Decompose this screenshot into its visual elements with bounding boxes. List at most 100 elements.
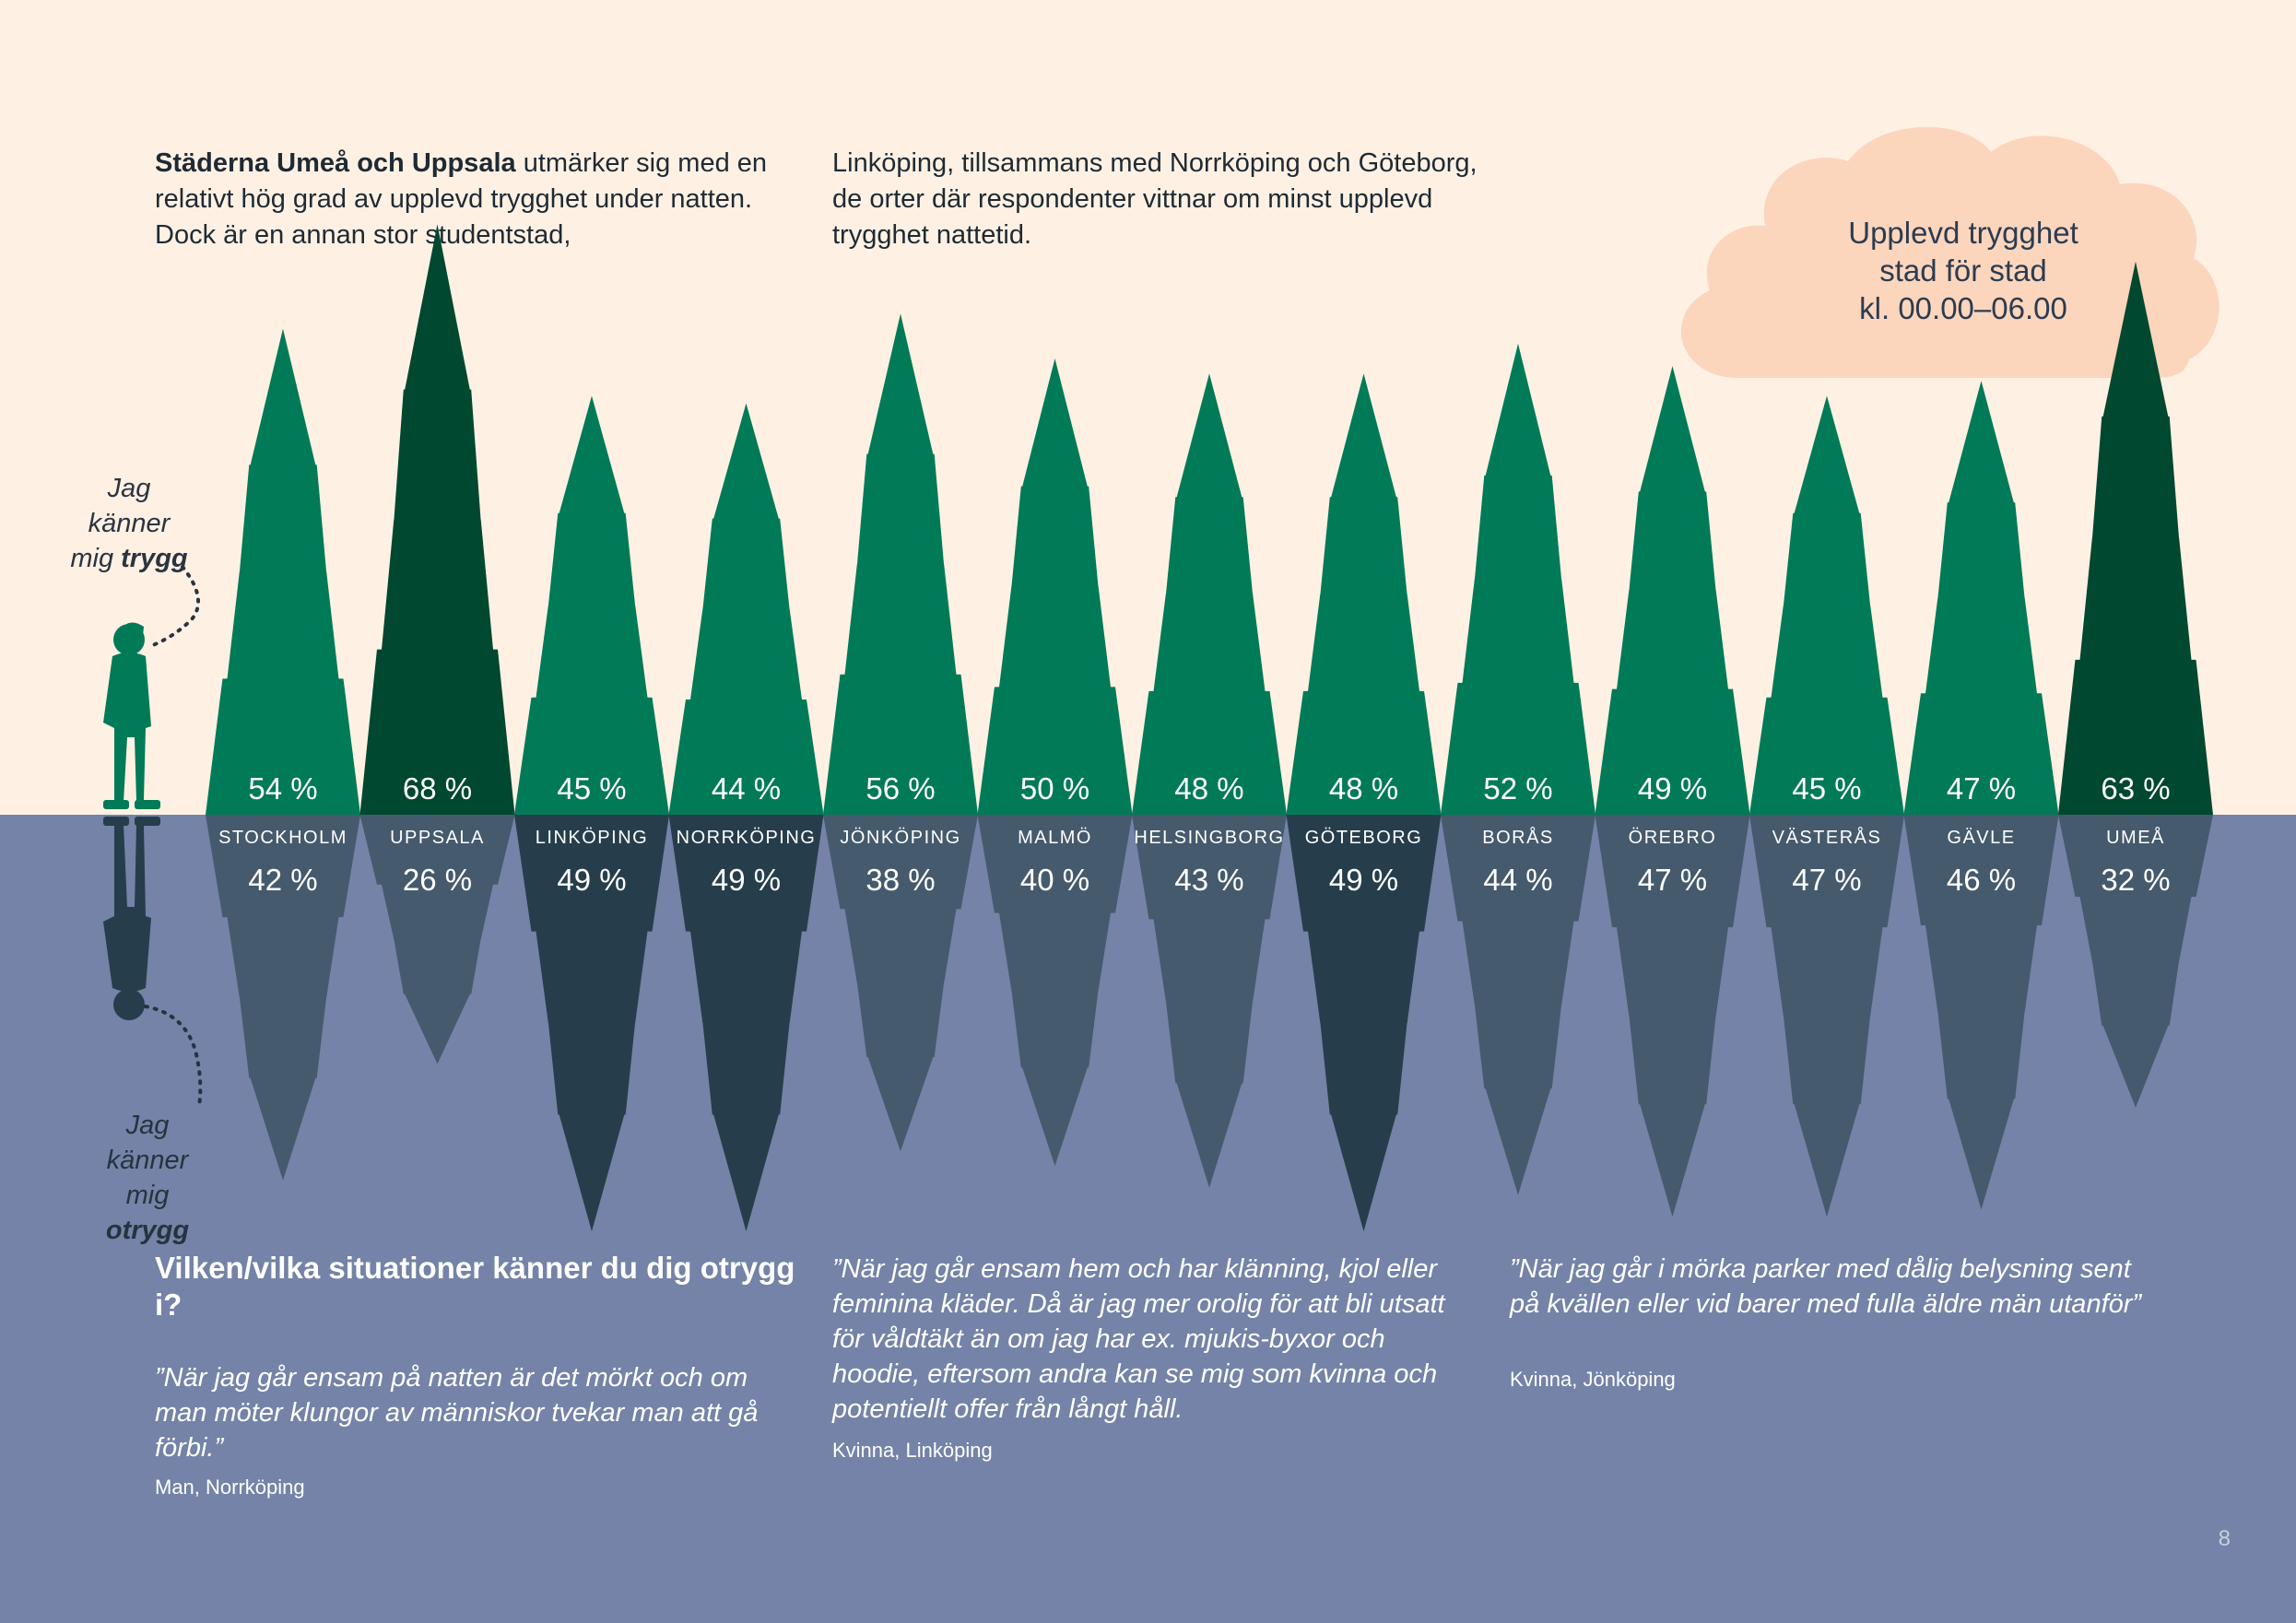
unsafe-value-vasteras: 47 % xyxy=(1792,863,1861,897)
tree-unsafe-norrkoping xyxy=(668,815,824,1232)
intro-left: Städerna Umeå och Uppsala utmärker sig m… xyxy=(155,146,800,253)
unsafe-value-gavle: 46 % xyxy=(1947,863,2016,897)
tree-unsafe-jonkoping xyxy=(823,815,978,1152)
page-number: 8 xyxy=(2218,1526,2231,1551)
quote-2-author: Kvinna, Linköping xyxy=(832,1439,993,1462)
city-label-helsingborg: HELSINGBORG xyxy=(1134,828,1284,848)
tree-unsafe-uppsala xyxy=(359,815,515,1064)
water-background xyxy=(0,815,2296,1623)
safe-value-malmo: 50 % xyxy=(1020,771,1089,806)
unsafe-value-norrkoping: 49 % xyxy=(712,863,781,897)
city-label-uppsala: UPPSALA xyxy=(390,828,485,848)
tree-safe-umea xyxy=(2058,261,2213,815)
quote-3-author: Kvinna, Jönköping xyxy=(1510,1368,1676,1391)
unsafe-value-umea: 32 % xyxy=(2101,863,2170,897)
safe-value-umea: 63 % xyxy=(2101,771,2170,806)
tree-unsafe-orebro xyxy=(1595,815,1750,1217)
label-unsafe-prefix: mig xyxy=(125,1181,170,1210)
label-safe: Jag känner mig trygg xyxy=(65,471,194,576)
safe-value-vasteras: 45 % xyxy=(1792,771,1861,806)
city-label-jonkoping: JÖNKÖPING xyxy=(840,828,960,848)
tree-unsafe-goteborg xyxy=(1286,815,1442,1232)
label-safe-line2: mig trygg xyxy=(65,541,194,576)
city-label-linkoping: LINKÖPING xyxy=(536,828,648,848)
city-label-goteborg: GÖTEBORG xyxy=(1305,828,1423,848)
safe-value-uppsala: 68 % xyxy=(403,771,472,806)
safe-value-helsingborg: 48 % xyxy=(1174,771,1243,806)
label-safe-line1: Jag känner xyxy=(88,474,171,538)
unsafe-value-malmo: 40 % xyxy=(1020,863,1089,897)
tree-safe-jonkoping xyxy=(823,313,978,815)
tree-safe-helsingborg xyxy=(1132,373,1287,815)
city-label-umea: UMEÅ xyxy=(2106,827,2165,848)
tree-safe-vasteras xyxy=(1749,395,1904,815)
tree-unsafe-vasteras xyxy=(1749,815,1904,1217)
tree-chart: 54 % STOCKHOLM 42 % 68 % UPPSALA 26 % 45 % LINK… xyxy=(103,224,2213,1232)
unsafe-value-jonkoping: 38 % xyxy=(865,863,935,897)
unsafe-value-linkoping: 49 % xyxy=(557,863,626,897)
tree-safe-malmo xyxy=(977,359,1133,815)
cloud-title: Upplevd trygghet stad för stad kl. 00.00… xyxy=(1696,214,2231,327)
label-safe-bold: trygg xyxy=(121,544,188,573)
quote-3: ”När jag går i mörka parker med dålig be… xyxy=(1510,1254,2142,1319)
tree-safe-uppsala xyxy=(359,224,515,815)
dotted-line-otrygg xyxy=(144,1005,203,1108)
tree-safe-gavle xyxy=(1903,381,2059,815)
safe-value-boras: 52 % xyxy=(1483,771,1552,806)
tree-safe-orebro xyxy=(1595,366,1750,815)
tree-safe-boras xyxy=(1441,343,1595,815)
intro-left-bold: Städerna Umeå och Uppsala xyxy=(155,148,516,178)
quote-1: ”När jag går ensam på natten är det mörk… xyxy=(155,1363,759,1463)
label-safe-prefix: mig xyxy=(70,544,122,573)
safe-value-gavle: 47 % xyxy=(1947,771,2016,806)
tree-safe-goteborg xyxy=(1286,373,1442,815)
city-label-vasteras: VÄSTERÅS xyxy=(1772,827,1882,848)
dotted-line-trygg xyxy=(151,565,200,647)
unsafe-value-stockholm: 42 % xyxy=(248,863,317,897)
cloud-shape xyxy=(1680,126,2219,378)
trees-unsafe-group xyxy=(206,815,2213,1232)
tree-labels-group: 54 % STOCKHOLM 42 % 68 % UPPSALA 26 % 45 % LINK… xyxy=(218,771,2171,897)
intro-right: Linköping, tillsammans med Norrköping oc… xyxy=(832,148,1478,250)
cloud-title-line1: Upplevd trygghet xyxy=(1848,216,2078,250)
unsafe-value-boras: 44 % xyxy=(1483,863,1552,897)
tree-unsafe-umea xyxy=(2058,815,2213,1108)
safe-value-stockholm: 54 % xyxy=(248,771,317,806)
tree-safe-linkoping xyxy=(514,395,669,815)
tree-unsafe-stockholm xyxy=(206,815,360,1181)
label-unsafe: Jag känner mig otrygg xyxy=(83,1108,212,1248)
tree-unsafe-helsingborg xyxy=(1132,815,1287,1188)
label-unsafe-bold: otrygg xyxy=(105,1216,190,1245)
city-label-norrkoping: NORRKÖPING xyxy=(677,828,817,848)
trees-safe-group xyxy=(206,224,2213,816)
safe-value-goteborg: 48 % xyxy=(1329,771,1398,806)
tree-safe-stockholm xyxy=(206,328,360,816)
tree-unsafe-boras xyxy=(1441,815,1595,1195)
tree-unsafe-gavle xyxy=(1903,815,2059,1210)
unsafe-value-orebro: 47 % xyxy=(1638,863,1707,897)
label-unsafe-line1: Jag känner xyxy=(106,1111,189,1175)
safe-value-norrkoping: 44 % xyxy=(712,771,781,806)
quote-2: ”När jag går ensam hem och har klänning,… xyxy=(832,1254,1445,1424)
city-label-boras: BORÅS xyxy=(1482,827,1554,848)
person-icon xyxy=(103,622,160,809)
safe-value-orebro: 49 % xyxy=(1638,771,1707,806)
unsafe-value-helsingborg: 43 % xyxy=(1174,863,1243,897)
safe-value-linkoping: 45 % xyxy=(557,771,626,806)
city-label-gavle: GÄVLE xyxy=(1947,828,2015,848)
cloud-title-line2: stad för stad xyxy=(1879,253,2047,288)
person-reflection-icon xyxy=(103,817,160,1020)
tree-unsafe-linkoping xyxy=(514,815,669,1232)
city-label-malmo: MALMÖ xyxy=(1018,828,1092,848)
safe-value-jonkoping: 56 % xyxy=(865,771,935,806)
cloud-path xyxy=(1680,126,2219,378)
city-label-orebro: ÖREBRO xyxy=(1629,828,1717,848)
unsafe-value-uppsala: 26 % xyxy=(403,863,472,897)
question-title: Vilken/vilka situationer känner du dig o… xyxy=(155,1251,795,1322)
tree-safe-norrkoping xyxy=(668,403,824,815)
unsafe-value-goteborg: 49 % xyxy=(1329,863,1398,897)
label-unsafe-line2: mig otrygg xyxy=(83,1178,212,1248)
tree-unsafe-malmo xyxy=(977,815,1133,1166)
cloud-title-line3: kl. 00.00–06.00 xyxy=(1859,291,2067,325)
intro-left-text: utmärker sig med en relativt hög grad av… xyxy=(155,148,768,250)
